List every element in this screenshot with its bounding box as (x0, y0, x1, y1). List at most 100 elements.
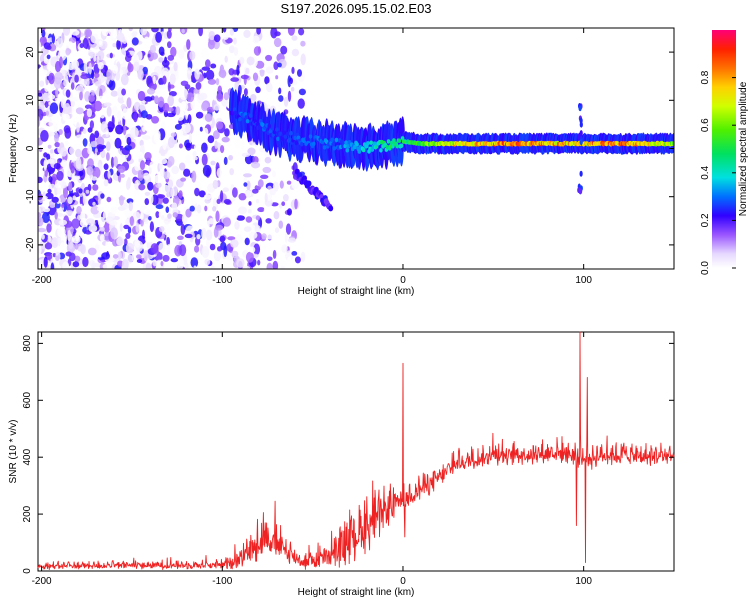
spectrogram-noise-cell (179, 244, 187, 257)
spectrogram-noise-cell (136, 254, 142, 259)
spectrogram-noise-cell (123, 202, 128, 207)
spectrogram-noise-cell (105, 240, 111, 250)
spectrogram-ridge-core (296, 135, 301, 140)
spectrogram-noise-cell (39, 69, 48, 76)
spectrogram-noise-cell (230, 239, 239, 248)
spectrogram-ridge-core (320, 139, 325, 145)
spectrogram-noise-cell (140, 110, 148, 119)
spectrogram-noise-cell (144, 191, 151, 196)
spectrogram-noise-cell (158, 242, 166, 254)
spectrogram-noise-cell (265, 218, 272, 224)
spectrogram-noise-cell (90, 135, 95, 142)
snr-y-tick-label: 400 (22, 448, 33, 465)
spectrogram-noise-cell (56, 170, 64, 181)
spectrogram-noise-cell (266, 262, 273, 269)
colorbar-tick-label: 0.6 (700, 118, 711, 132)
spectrogram-ridge-core (386, 139, 391, 144)
spectrogram-noise-cell (46, 223, 52, 233)
spectrogram-noise-cell (278, 87, 282, 95)
spectrogram-noise-cell (137, 90, 146, 102)
snr-frame (37, 331, 675, 572)
snr-y-tick-label: 200 (22, 505, 33, 522)
spectrogram-noise-cell (67, 229, 72, 242)
spectrogram-noise-cell (216, 167, 222, 178)
spectrogram-noise-cell (85, 78, 90, 87)
spectrogram-noise-cell (265, 54, 273, 62)
spectrogram-noise-cell (143, 208, 153, 215)
spectrogram-noise-cell (152, 259, 158, 267)
spectrogram-noise-cell (127, 254, 133, 264)
spectrogram-noise-cell (95, 243, 100, 251)
spectrogram-noise-cell (99, 226, 105, 232)
spectrogram-noise-cell (90, 205, 100, 215)
spectrogram-noise-cell (244, 154, 253, 165)
spectrogram-noise-cell (153, 132, 161, 144)
spectrogram-noise-cell (186, 67, 192, 74)
spectrogram-noise-cell (131, 250, 138, 263)
spectrogram-noise-cell (279, 180, 284, 189)
spectrogram-ridge-core (366, 141, 370, 146)
spectrogram-noise-cell (38, 217, 44, 227)
spectrogram-noise-cell (265, 66, 274, 74)
spectrogram-noise-cell (142, 135, 151, 140)
spectrogram-noise-cell (107, 170, 111, 179)
spectrogram-noise-cell (143, 36, 150, 45)
spectrogram-noise-cell (103, 179, 109, 187)
spectrogram-noise-cell (117, 165, 126, 173)
spectrogram-noise-cell (272, 260, 279, 269)
spectrogram-noise-cell (88, 224, 98, 233)
spectrogram-ridge-core (285, 131, 290, 136)
spectrogram-noise-cell (70, 82, 75, 90)
spectrogram-noise-cell (75, 157, 82, 170)
spectrogram-noise-cell (285, 250, 294, 262)
spectrogram-noise-cell (139, 101, 146, 113)
spectrogram-noise-cell (216, 121, 224, 130)
spectrogram-noise-cell (142, 126, 146, 133)
spectrogram-noise-cell (243, 173, 252, 178)
spectrogram-ridge-core (308, 134, 313, 139)
spectrogram-noise-cell (88, 62, 92, 75)
spectrogram-noise-cell (252, 72, 259, 82)
spectrogram-noise-cell (257, 207, 265, 213)
spectrogram-noise-cell (103, 221, 110, 233)
spectrogram-ridge-core (379, 148, 383, 153)
spectrogram-noise-cell (169, 73, 176, 85)
spectrogram-noise-cell (106, 69, 113, 81)
spectrogram-spike-cell (579, 130, 583, 137)
spectrogram-noise-cell (248, 201, 252, 206)
spectrogram-noise-cell (230, 77, 240, 82)
spectrogram-noise-cell (222, 32, 229, 40)
snr-y-axis-label: SNR (10 * v/v) (8, 420, 19, 484)
spectrogram-noise-cell (291, 193, 300, 202)
spectrogram-noise-cell (291, 48, 300, 57)
spectrogram-noise-cell (210, 160, 216, 166)
spectrogram-noise-cell (149, 193, 154, 205)
spectrogram-ridge-core (257, 125, 262, 130)
spectrogram-noise-cell (254, 225, 261, 234)
colorbar-tick-label: 0.0 (700, 261, 711, 275)
spectrogram-noise-cell (60, 82, 65, 90)
spectrogram-spike-cell (579, 117, 583, 124)
spectrogram-ridge-core (397, 138, 402, 143)
spectrogram-noise-cell (214, 224, 224, 231)
spectrogram-noise-cell (38, 176, 43, 184)
spectrogram-noise-cell (256, 28, 261, 35)
spectrogram-noise-cell (49, 201, 56, 208)
spectrogram-noise-cell (274, 31, 281, 37)
spectrogram-noise-cell (170, 258, 178, 263)
spectrogram-noise-cell (54, 211, 58, 220)
spectrogram-noise-cell (125, 242, 135, 254)
spectrogram-noise-cell (186, 70, 193, 83)
spectrogram-noise-cell (82, 192, 86, 205)
spectrogram-noise-cell (248, 141, 256, 146)
spectrogram-noise-cell (86, 108, 93, 118)
spectrogram-noise-cell (176, 257, 185, 269)
spectrogram-noise-cell (266, 82, 273, 93)
spectrogram-ridge-core (355, 142, 359, 147)
spectrogram-noise-cell (213, 103, 220, 111)
spectrogram-noise-cell (78, 188, 83, 194)
spectrogram-noise-cell (255, 199, 260, 204)
spectrogram-noise-cell (238, 193, 247, 201)
spectrogram-noise-cell (158, 226, 165, 233)
spectrogram-noise-cell (287, 237, 297, 243)
